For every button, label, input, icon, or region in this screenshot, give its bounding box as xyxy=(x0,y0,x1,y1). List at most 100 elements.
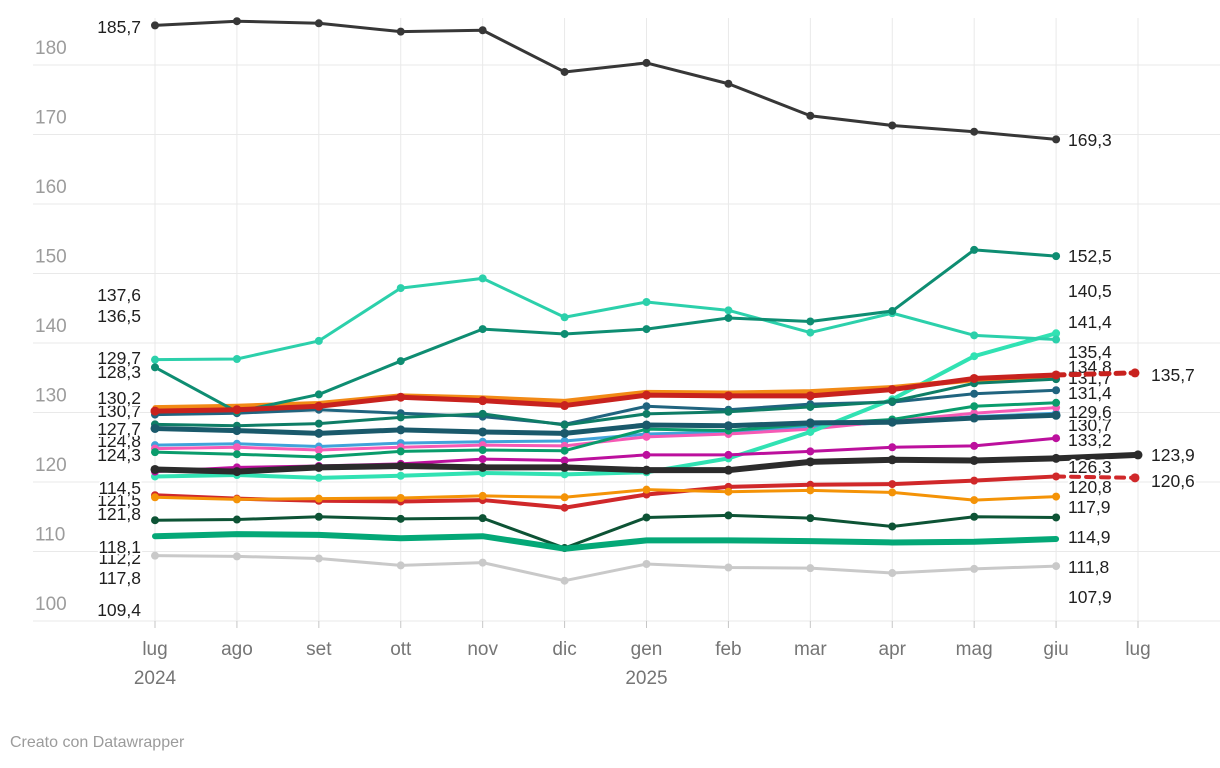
data-point-dark-slate-teal-line xyxy=(314,428,324,438)
forecast-endpoint-red-thick-line xyxy=(1130,368,1140,378)
data-point-dark-green-rising-line xyxy=(1052,252,1061,261)
data-point-red-thick-line xyxy=(887,385,897,395)
end-value-label: 169,3 xyxy=(1068,130,1112,150)
series-line-red-thick-line xyxy=(152,372,1059,414)
data-point-forest-green-line xyxy=(151,516,159,525)
data-point-dark-green-rising-line xyxy=(806,317,815,326)
data-point-gray-line xyxy=(724,563,733,572)
data-point-orange-lower-line xyxy=(314,494,323,503)
data-point-mint-line xyxy=(560,470,569,479)
series-line-steel-blue-line xyxy=(153,388,1058,426)
data-point-black-top-line xyxy=(724,79,733,88)
data-point-black-top-line xyxy=(560,67,569,76)
data-point-gray-line xyxy=(232,552,241,561)
x-axis-month-label: giu xyxy=(1043,639,1068,660)
data-point-black-middle-line xyxy=(1133,450,1143,460)
series-line-jade-thick-line xyxy=(152,531,1060,552)
data-point-red-thick-line xyxy=(478,396,488,406)
data-point-gray-line xyxy=(151,551,159,560)
data-point-dark-slate-teal-line xyxy=(805,418,815,428)
data-point-turquoise-line xyxy=(478,274,487,283)
data-point-teal-line xyxy=(806,402,815,411)
data-point-teal-line xyxy=(478,409,487,418)
data-point-gray-line xyxy=(396,561,405,570)
start-value-label: 127,7 xyxy=(97,419,141,439)
data-point-dark-slate-teal-line xyxy=(478,427,488,437)
series-line-gray-line xyxy=(153,554,1058,583)
forecast-dash-red-lower-line xyxy=(1054,474,1137,480)
data-point-black-top-line xyxy=(642,58,651,67)
forecast-value-label: 135,7 xyxy=(1151,365,1195,385)
start-value-label: 117,8 xyxy=(99,568,142,588)
data-point-magenta-line xyxy=(478,455,487,464)
data-point-magenta-line xyxy=(1052,434,1061,443)
end-value-label: 107,9 xyxy=(1068,587,1112,607)
data-point-turquoise-line xyxy=(396,284,405,293)
data-point-mint-line xyxy=(970,352,979,361)
y-axis-tick-label: 150 xyxy=(35,247,67,268)
data-point-orange-lower-line xyxy=(806,486,815,495)
data-point-mint-line xyxy=(1052,329,1061,338)
data-point-teal-line xyxy=(560,421,569,430)
data-point-orange-lower-line xyxy=(970,496,979,505)
data-point-black-top-line xyxy=(478,26,487,35)
data-point-black-middle-line xyxy=(560,462,570,472)
data-point-gray-line xyxy=(560,576,569,585)
data-point-black-middle-line xyxy=(887,455,897,465)
x-axis-month-label: lug xyxy=(142,639,167,660)
data-point-red-thick-line xyxy=(150,406,160,416)
data-point-dark-green-rising-line xyxy=(970,245,979,254)
data-point-mint-line xyxy=(314,473,323,482)
data-point-forest-green-line xyxy=(806,514,815,523)
data-point-sea-green-line xyxy=(478,446,487,455)
data-point-forest-green-line xyxy=(396,514,405,523)
y-axis-tick-label: 120 xyxy=(35,455,67,476)
data-point-black-top-line xyxy=(970,127,979,136)
data-point-turquoise-line xyxy=(970,331,979,340)
data-point-pink-line xyxy=(314,446,323,455)
data-point-red-lower-line xyxy=(806,480,815,489)
y-axis-tick-label: 180 xyxy=(35,38,67,59)
x-axis-year-label: 2024 xyxy=(134,668,177,689)
data-point-black-top-line xyxy=(151,21,159,30)
x-axis-labels: lug 2024 ago set ott nov dic gen 2025 feb mar apr ma… xyxy=(134,639,1151,689)
data-point-gray-line xyxy=(478,558,487,567)
x-axis-month-label: set xyxy=(306,639,332,660)
data-point-red-lower-line xyxy=(888,480,897,489)
data-point-magenta-line xyxy=(560,456,569,465)
datawrapper-credit-link[interactable]: Creato con Datawrapper xyxy=(10,734,185,751)
start-value-label: 137,6 xyxy=(97,285,141,305)
start-value-label: 130,7 xyxy=(97,401,141,421)
data-point-turquoise-line xyxy=(806,328,815,337)
data-point-gray-line xyxy=(888,569,897,578)
end-value-label: 135,4 xyxy=(1068,342,1112,362)
data-point-dark-slate-teal-line xyxy=(1051,410,1061,420)
data-point-forest-green-line xyxy=(1052,513,1061,522)
end-value-label: 133,2 xyxy=(1068,430,1112,450)
data-point-gray-line xyxy=(806,564,815,573)
data-point-dark-green-rising-line xyxy=(314,390,323,399)
data-point-black-middle-line xyxy=(478,462,488,472)
data-point-orange-lower-line xyxy=(642,485,651,494)
x-axis-month-label: mag xyxy=(956,639,993,660)
data-point-sea-green-line xyxy=(560,446,569,455)
start-value-label: 130,2 xyxy=(97,388,141,408)
data-point-orange-lower-line xyxy=(888,488,897,497)
start-value-label: 124,8 xyxy=(97,431,141,451)
data-point-black-middle-line xyxy=(642,465,651,475)
start-value-label: 185,7 xyxy=(97,17,141,37)
forecast-value-label: 120,6 xyxy=(1151,471,1195,491)
data-point-teal-line xyxy=(888,397,897,406)
y-axis-labels: 100 110 120 130 140 150 160 170 180 xyxy=(35,38,67,615)
data-point-red-thick-line xyxy=(805,391,815,401)
data-point-orange-lower-line xyxy=(151,493,159,502)
series-line-red-lower-line xyxy=(153,474,1059,510)
x-axis-month-label: lug xyxy=(1125,639,1150,660)
data-point-teal-line xyxy=(396,413,405,422)
start-value-label: 121,8 xyxy=(97,504,141,524)
x-axis-month-label: mar xyxy=(794,639,827,660)
series-line-black-top-line xyxy=(153,19,1058,141)
start-value-label: 128,3 xyxy=(97,362,141,382)
data-point-red-thick-line xyxy=(642,390,651,400)
